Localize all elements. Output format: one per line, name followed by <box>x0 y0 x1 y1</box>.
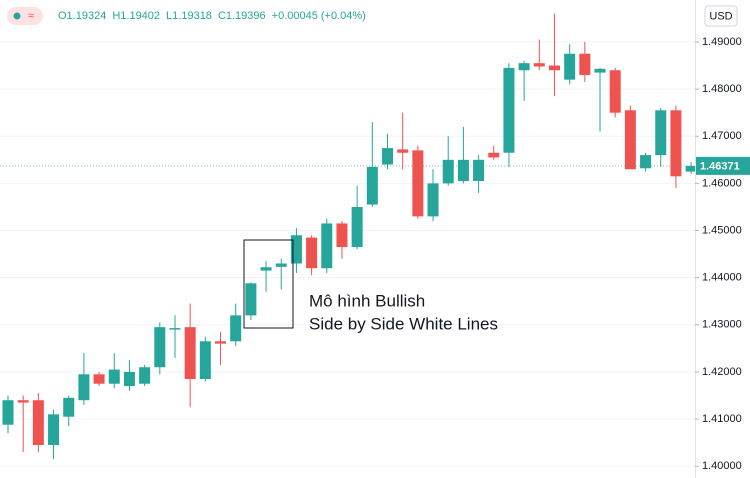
candle-body <box>655 110 667 156</box>
candle-body <box>123 371 135 387</box>
annotation-line: Side by Side White Lines <box>309 314 498 333</box>
currency: USD <box>709 10 732 22</box>
candle-body <box>63 397 75 417</box>
candle-body <box>351 206 363 248</box>
candle-body <box>518 63 530 71</box>
y-tick-label: 1.47000 <box>702 130 742 142</box>
candle-body <box>306 237 318 269</box>
y-tick-label: 1.44000 <box>702 272 742 284</box>
candle-body <box>169 328 181 330</box>
candle-body <box>199 341 211 380</box>
candle-body <box>579 53 591 75</box>
ohlc-value: O1.19324 <box>58 10 106 22</box>
candle-body <box>366 166 378 205</box>
candle-body <box>78 374 90 401</box>
ohlc-value: H1.19402 <box>112 10 160 22</box>
change: +0.00045 (+0.04%) <box>272 10 366 22</box>
candle-body <box>184 327 196 380</box>
candle-body <box>397 149 409 153</box>
candle-body <box>93 374 105 384</box>
candle-body <box>215 341 227 344</box>
candle-body <box>230 315 242 342</box>
candle-body <box>594 68 606 73</box>
header: O1.19324 H1.19402 L1.19318 C1.19396 +0.00045… <box>58 10 366 22</box>
annotation-box <box>243 239 294 329</box>
candle-body <box>640 155 652 169</box>
candle-body <box>321 223 333 269</box>
y-tick-label: 1.42000 <box>702 366 742 378</box>
status-dot <box>13 12 21 20</box>
candle-body <box>336 223 348 248</box>
candle-body <box>564 53 576 80</box>
candle-body <box>2 400 14 425</box>
symbol-badge[interactable] <box>7 7 43 25</box>
candle-body <box>670 110 682 177</box>
candle-body <box>488 152 500 158</box>
last-price-tag <box>696 156 750 175</box>
candle-body <box>154 327 166 368</box>
candle-body <box>624 110 636 170</box>
candle-body <box>260 267 272 271</box>
candle-body <box>503 67 515 153</box>
candle-body <box>412 150 424 217</box>
candle-body <box>548 65 560 71</box>
candle-body <box>427 183 439 217</box>
candle-body <box>382 148 393 165</box>
y-tick-label: 1.48000 <box>702 83 742 95</box>
y-tick-label: 1.46000 <box>702 177 742 189</box>
candle-body <box>17 400 29 403</box>
y-tick-label: 1.40000 <box>702 460 742 472</box>
candle-body <box>32 400 44 446</box>
currency-box[interactable] <box>704 5 738 27</box>
y-tick-label: 1.45000 <box>702 224 742 236</box>
candle-body <box>290 235 302 264</box>
candle-body <box>533 63 545 67</box>
candle-body <box>139 367 151 384</box>
candle-body <box>457 159 469 182</box>
candle-body <box>685 165 697 172</box>
annotation-line: Mô hình Bullish <box>309 291 425 310</box>
candle-body <box>609 70 621 113</box>
y-tick-label: 1.43000 <box>702 319 742 331</box>
candles <box>2 13 697 460</box>
candle-body <box>108 369 120 384</box>
y-tick-label: 1.49000 <box>702 36 742 48</box>
candle-body <box>442 159 454 184</box>
candle-body <box>48 414 60 446</box>
y-tick-label: 1.41000 <box>702 413 742 425</box>
candle-body <box>473 159 485 182</box>
candle-body <box>275 263 287 267</box>
ohlc-value: L1.19318 <box>166 10 212 22</box>
last-price-label: 1.46371 <box>700 160 740 172</box>
wave-icon: ≈ <box>28 10 34 22</box>
candle-body <box>245 283 257 316</box>
ohlc-value: C1.19396 <box>218 10 266 22</box>
